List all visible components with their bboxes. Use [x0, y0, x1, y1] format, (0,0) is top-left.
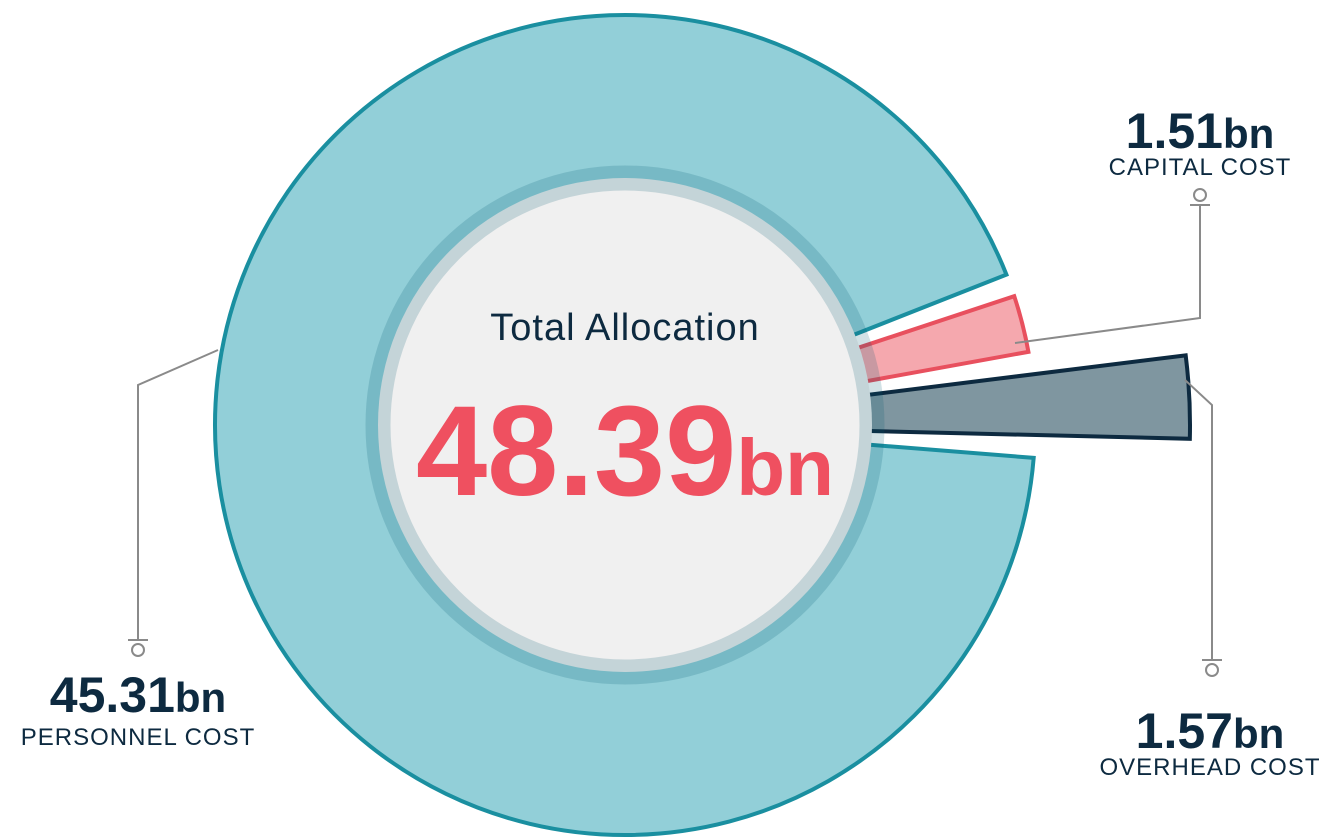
leader-dot: [131, 643, 145, 657]
leader-line: [1184, 379, 1213, 660]
center-disc: [365, 165, 885, 685]
leader-dot: [1193, 188, 1207, 202]
value-label: 45.31bn: [50, 667, 226, 723]
value-label: 1.57bn: [1136, 703, 1285, 759]
category-label: CAPITAL COST: [1109, 154, 1292, 181]
value-label: 1.51bn: [1126, 103, 1275, 159]
category-label: PERSONNEL COST: [21, 724, 256, 751]
category-label: OVERHEAD COST: [1099, 754, 1320, 781]
leader-dot: [1205, 663, 1219, 677]
leader-line: [1014, 205, 1201, 344]
center-title: Total Allocation: [490, 307, 760, 349]
leader-line: [137, 349, 219, 640]
center-value: 48.39bn: [416, 380, 834, 523]
